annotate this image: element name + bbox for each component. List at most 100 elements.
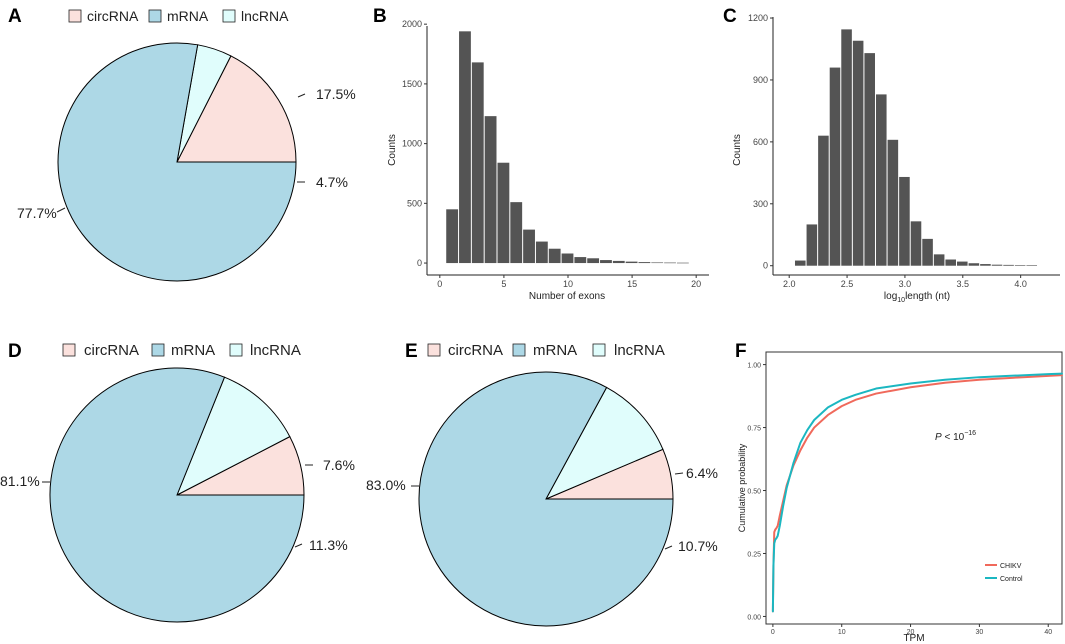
panel-c-bar-11 (910, 221, 922, 266)
panel-c-bar-15 (957, 261, 968, 266)
panel-f-legend-label-chikv: CHIKV (1000, 563, 1022, 570)
panel-d-legend: circRNA mRNA lncRNA (62, 342, 301, 359)
panel-c-y-ticks: 0 300 600 900 1200 (748, 13, 773, 271)
panel-f-line-chikv (771, 374, 1063, 613)
panel-b-y-tick-label-1: 0 (417, 258, 422, 268)
panel-c-bar-13 (933, 254, 945, 266)
panel-d-legend-key-circrna (62, 343, 76, 357)
panel-e-slice-mrna (418, 371, 674, 627)
panel-e-pie-chart: E circRNA mRNA lncRNA 6.4% 10.7% 83.0% (366, 341, 718, 627)
panel-c-x-tick-label-2: 2.5 (841, 279, 854, 289)
panel-c-bar-18 (991, 264, 1003, 266)
panel-a-legend-key-lncrna (222, 9, 236, 23)
panel-b-x-tick-label-1: 0 (437, 279, 442, 289)
panel-b-bar-8 (535, 241, 548, 264)
panel-a-pie-chart: A circRNA mRNA lncRNA 17.5% 4.7% 77.7% (8, 6, 356, 282)
panel-f-y-tick-label-5: 1.00 (747, 363, 761, 370)
panel-d-slice-mrna (49, 367, 305, 623)
panel-f-line-chart: F 0.00 0.25 0.50 0.75 1.00 0 10 20 30 40 P < 10−… (735, 341, 1063, 644)
panel-e-leader-circrna (674, 472, 684, 475)
panel-e-letter: E (405, 341, 418, 362)
panel-c-y-tick-label-3: 600 (753, 137, 768, 147)
panel-b-y-tick-label-2: 500 (407, 198, 422, 208)
panel-d-legend-label-mrna: mRNA (171, 342, 215, 359)
panel-f-y-axis-label: Cumulative probability (737, 443, 747, 532)
panel-a-legend-key-mrna (148, 9, 162, 23)
panel-c-bar-16 (968, 263, 980, 266)
panel-b-y-tick-label-4: 1500 (402, 79, 422, 89)
panel-b-histogram: B 0 500 1000 1500 2000 0 5 10 15 20 Number of ex… (373, 6, 709, 302)
panel-b-bar-5 (497, 162, 510, 264)
panel-b-bar-1 (446, 209, 459, 264)
panel-c-letter: C (723, 6, 737, 27)
panel-e-legend-label-circrna: circRNA (448, 342, 503, 359)
panel-c-y-tick-label-2: 300 (753, 199, 768, 209)
panel-f-annotation: P < 10−16 (935, 430, 976, 443)
panel-c-bar-1 (794, 260, 806, 266)
panel-b-bar-19 (676, 262, 689, 264)
panel-e-slice-lncrna (544, 386, 664, 501)
panel-b-bar-11 (574, 257, 587, 264)
panel-b-x-ticks: 0 5 10 15 20 (437, 275, 701, 289)
panel-b-bar-4 (484, 116, 497, 264)
panel-b-bar-7 (523, 229, 535, 264)
panel-b-letter: B (373, 6, 387, 27)
panel-f-x-tick-label-4: 30 (975, 629, 983, 636)
panel-f-line-control (771, 372, 1063, 613)
panel-c-bar-8 (876, 94, 887, 266)
panel-a-legend-key-circrna (68, 9, 82, 23)
panel-b-y-tick-label-5: 2000 (402, 19, 422, 29)
panel-a-label-circrna: 17.5% (316, 86, 356, 102)
panel-b-y-axis-label: Counts (387, 134, 398, 166)
panel-e-label-circrna: 6.4% (686, 465, 718, 481)
panel-b-x-tick-label-3: 10 (563, 279, 573, 289)
panel-f-y-tick-label-4: 0.75 (747, 426, 761, 433)
panel-f-series (771, 372, 1063, 613)
panel-f-legend-label-control: Control (1000, 576, 1023, 583)
panel-d-label-lncrna: 11.3% (309, 537, 348, 553)
panel-a-label-mrna: 77.7% (17, 205, 57, 221)
panel-a-legend: circRNA mRNA lncRNA (68, 8, 289, 24)
panel-f-x-tick-label-2: 10 (838, 629, 846, 636)
panel-c-bar-5 (841, 29, 852, 266)
panel-f-letter: F (735, 341, 747, 362)
panel-c-bar-12 (922, 238, 933, 266)
panel-c-bar-4 (829, 67, 841, 266)
panel-d-legend-label-lncrna: lncRNA (250, 342, 301, 359)
panel-b-x-tick-label-4: 15 (627, 279, 637, 289)
panel-c-bar-14 (945, 259, 956, 266)
panel-c-histogram: C 0 300 600 900 1200 2.0 2.5 3.0 3.5 4.0 log10le… (723, 6, 1060, 304)
panel-b-y-ticks: 0 500 1000 1500 2000 (402, 19, 427, 268)
panel-a-legend-label-circrna: circRNA (87, 8, 139, 24)
panel-b-bar-16 (638, 262, 651, 264)
panel-b-bar-2 (459, 31, 471, 264)
panel-a-slice-mrna (57, 42, 297, 282)
panel-c-x-tick-label-4: 3.5 (957, 279, 970, 289)
panel-f-y-tick-label-2: 0.25 (747, 551, 761, 558)
panel-f-x-tick-label-3: 20 (907, 629, 915, 636)
panel-f-y-ticks: 0.00 0.25 0.50 0.75 1.00 (747, 363, 766, 621)
panel-f-x-axis-label: TPM (903, 633, 924, 644)
panel-b-bars (446, 31, 689, 264)
panel-b-x-axis-label: Number of exons (529, 291, 605, 302)
panel-c-x-tick-label-5: 4.0 (1014, 279, 1027, 289)
panel-d-leader-lncrna (294, 543, 303, 548)
panel-a-legend-label-lncrna: lncRNA (241, 8, 289, 24)
panel-b-bar-12 (587, 258, 600, 264)
panel-b-x-tick-label-5: 20 (691, 279, 701, 289)
panel-b-x-tick-label-2: 5 (501, 279, 506, 289)
panel-c-bar-3 (818, 135, 829, 266)
panel-b-bar-9 (548, 248, 561, 264)
panel-b-bar-14 (612, 260, 625, 264)
panel-c-y-tick-label-5: 1200 (748, 13, 768, 23)
panel-c-bar-20 (1014, 265, 1026, 266)
panel-c-y-axis-label: Counts (732, 134, 743, 166)
panel-f-plot-frame (765, 351, 1063, 625)
panel-d-label-circrna: 7.6% (323, 457, 355, 473)
panel-f-y-tick-label-1: 0.00 (747, 614, 761, 621)
panel-f-legend: CHIKV Control (985, 563, 1023, 583)
panel-c-x-ticks: 2.0 2.5 3.0 3.5 4.0 (783, 275, 1027, 289)
panel-a-legend-label-mrna: mRNA (167, 8, 209, 24)
panel-d-legend-label-circrna: circRNA (84, 342, 139, 359)
